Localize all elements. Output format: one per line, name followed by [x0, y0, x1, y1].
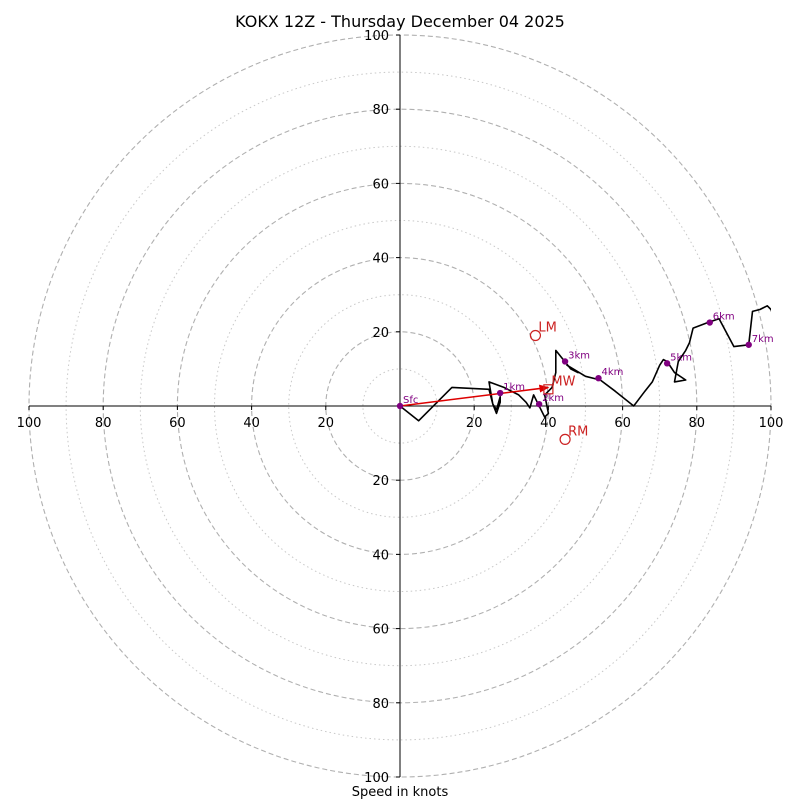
- altitude-label-1km: 1km: [503, 382, 525, 393]
- tick-down-100: 100: [364, 771, 389, 786]
- altitude-label-6km: 6km: [713, 312, 735, 323]
- x-axis-label: Speed in knots: [352, 785, 449, 800]
- altitude-point-3km: [561, 358, 569, 365]
- storm-motion-marker-mw: [543, 384, 554, 395]
- tick-right-40: 40: [540, 416, 557, 431]
- tick-up-60: 60: [372, 177, 389, 192]
- tick-up-20: 20: [372, 326, 389, 341]
- tick-right-60: 60: [614, 416, 631, 431]
- altitude-point-4km: [595, 374, 602, 382]
- tick-down-80: 80: [372, 697, 389, 712]
- tick-left-80: 80: [95, 416, 112, 431]
- altitude-point-6km: [706, 319, 713, 326]
- tick-up-100: 100: [364, 29, 389, 44]
- mean-wind-arrow-group: [399, 384, 550, 407]
- tick-down-60: 60: [372, 623, 389, 638]
- altitude-label-2km: 2km: [542, 393, 564, 404]
- tick-left-100: 100: [17, 416, 42, 431]
- mean-wind-arrow: [399, 384, 550, 407]
- altitude-point-1km: [496, 389, 504, 397]
- chart-title: KOKX 12Z - Thursday December 04 2025: [235, 12, 565, 31]
- tick-left-60: 60: [169, 416, 186, 431]
- altitude-point-7km: [745, 341, 752, 348]
- tick-right-20: 20: [466, 416, 483, 431]
- tick-down-40: 40: [372, 548, 389, 563]
- altitude-point-sfc: [396, 402, 404, 410]
- altitude-label-3km: 3km: [568, 350, 590, 361]
- tick-labels: 20 40 60 80 100 20 40 60 80 100 20 40 60 80 100 20 40 60 8…: [17, 29, 784, 786]
- tick-left-20: 20: [318, 416, 335, 431]
- storm-motion-label-lm: LM: [538, 321, 556, 336]
- tick-right-100: 100: [759, 416, 784, 431]
- altitude-label-sfc: Sfc: [403, 395, 418, 406]
- tick-up-40: 40: [372, 252, 389, 267]
- storm-motion-marker-rm: [559, 433, 571, 445]
- tick-right-80: 80: [689, 416, 706, 431]
- storm-motion-label-rm: RM: [568, 424, 588, 439]
- storm-motion-marker-lm: [529, 329, 542, 342]
- hodograph-trace-line: [399, 304, 771, 422]
- altitude-point-5km: [663, 360, 671, 367]
- tick-left-40: 40: [243, 416, 260, 431]
- altitude-markers: Sfc 1km 2km 3km 4km 5km 6km 7km: [396, 312, 774, 410]
- tick-up-80: 80: [372, 103, 389, 118]
- altitude-label-4km: 4km: [601, 367, 623, 378]
- altitude-point-2km: [535, 400, 543, 408]
- storm-motion-label-mw: MW: [551, 374, 575, 389]
- tick-down-20: 20: [372, 474, 389, 489]
- storm-motion-markers: LM MW RM: [529, 321, 588, 445]
- altitude-label-5km: 5km: [670, 352, 692, 363]
- altitude-label-7km: 7km: [752, 334, 774, 345]
- wind-trace: [399, 304, 771, 422]
